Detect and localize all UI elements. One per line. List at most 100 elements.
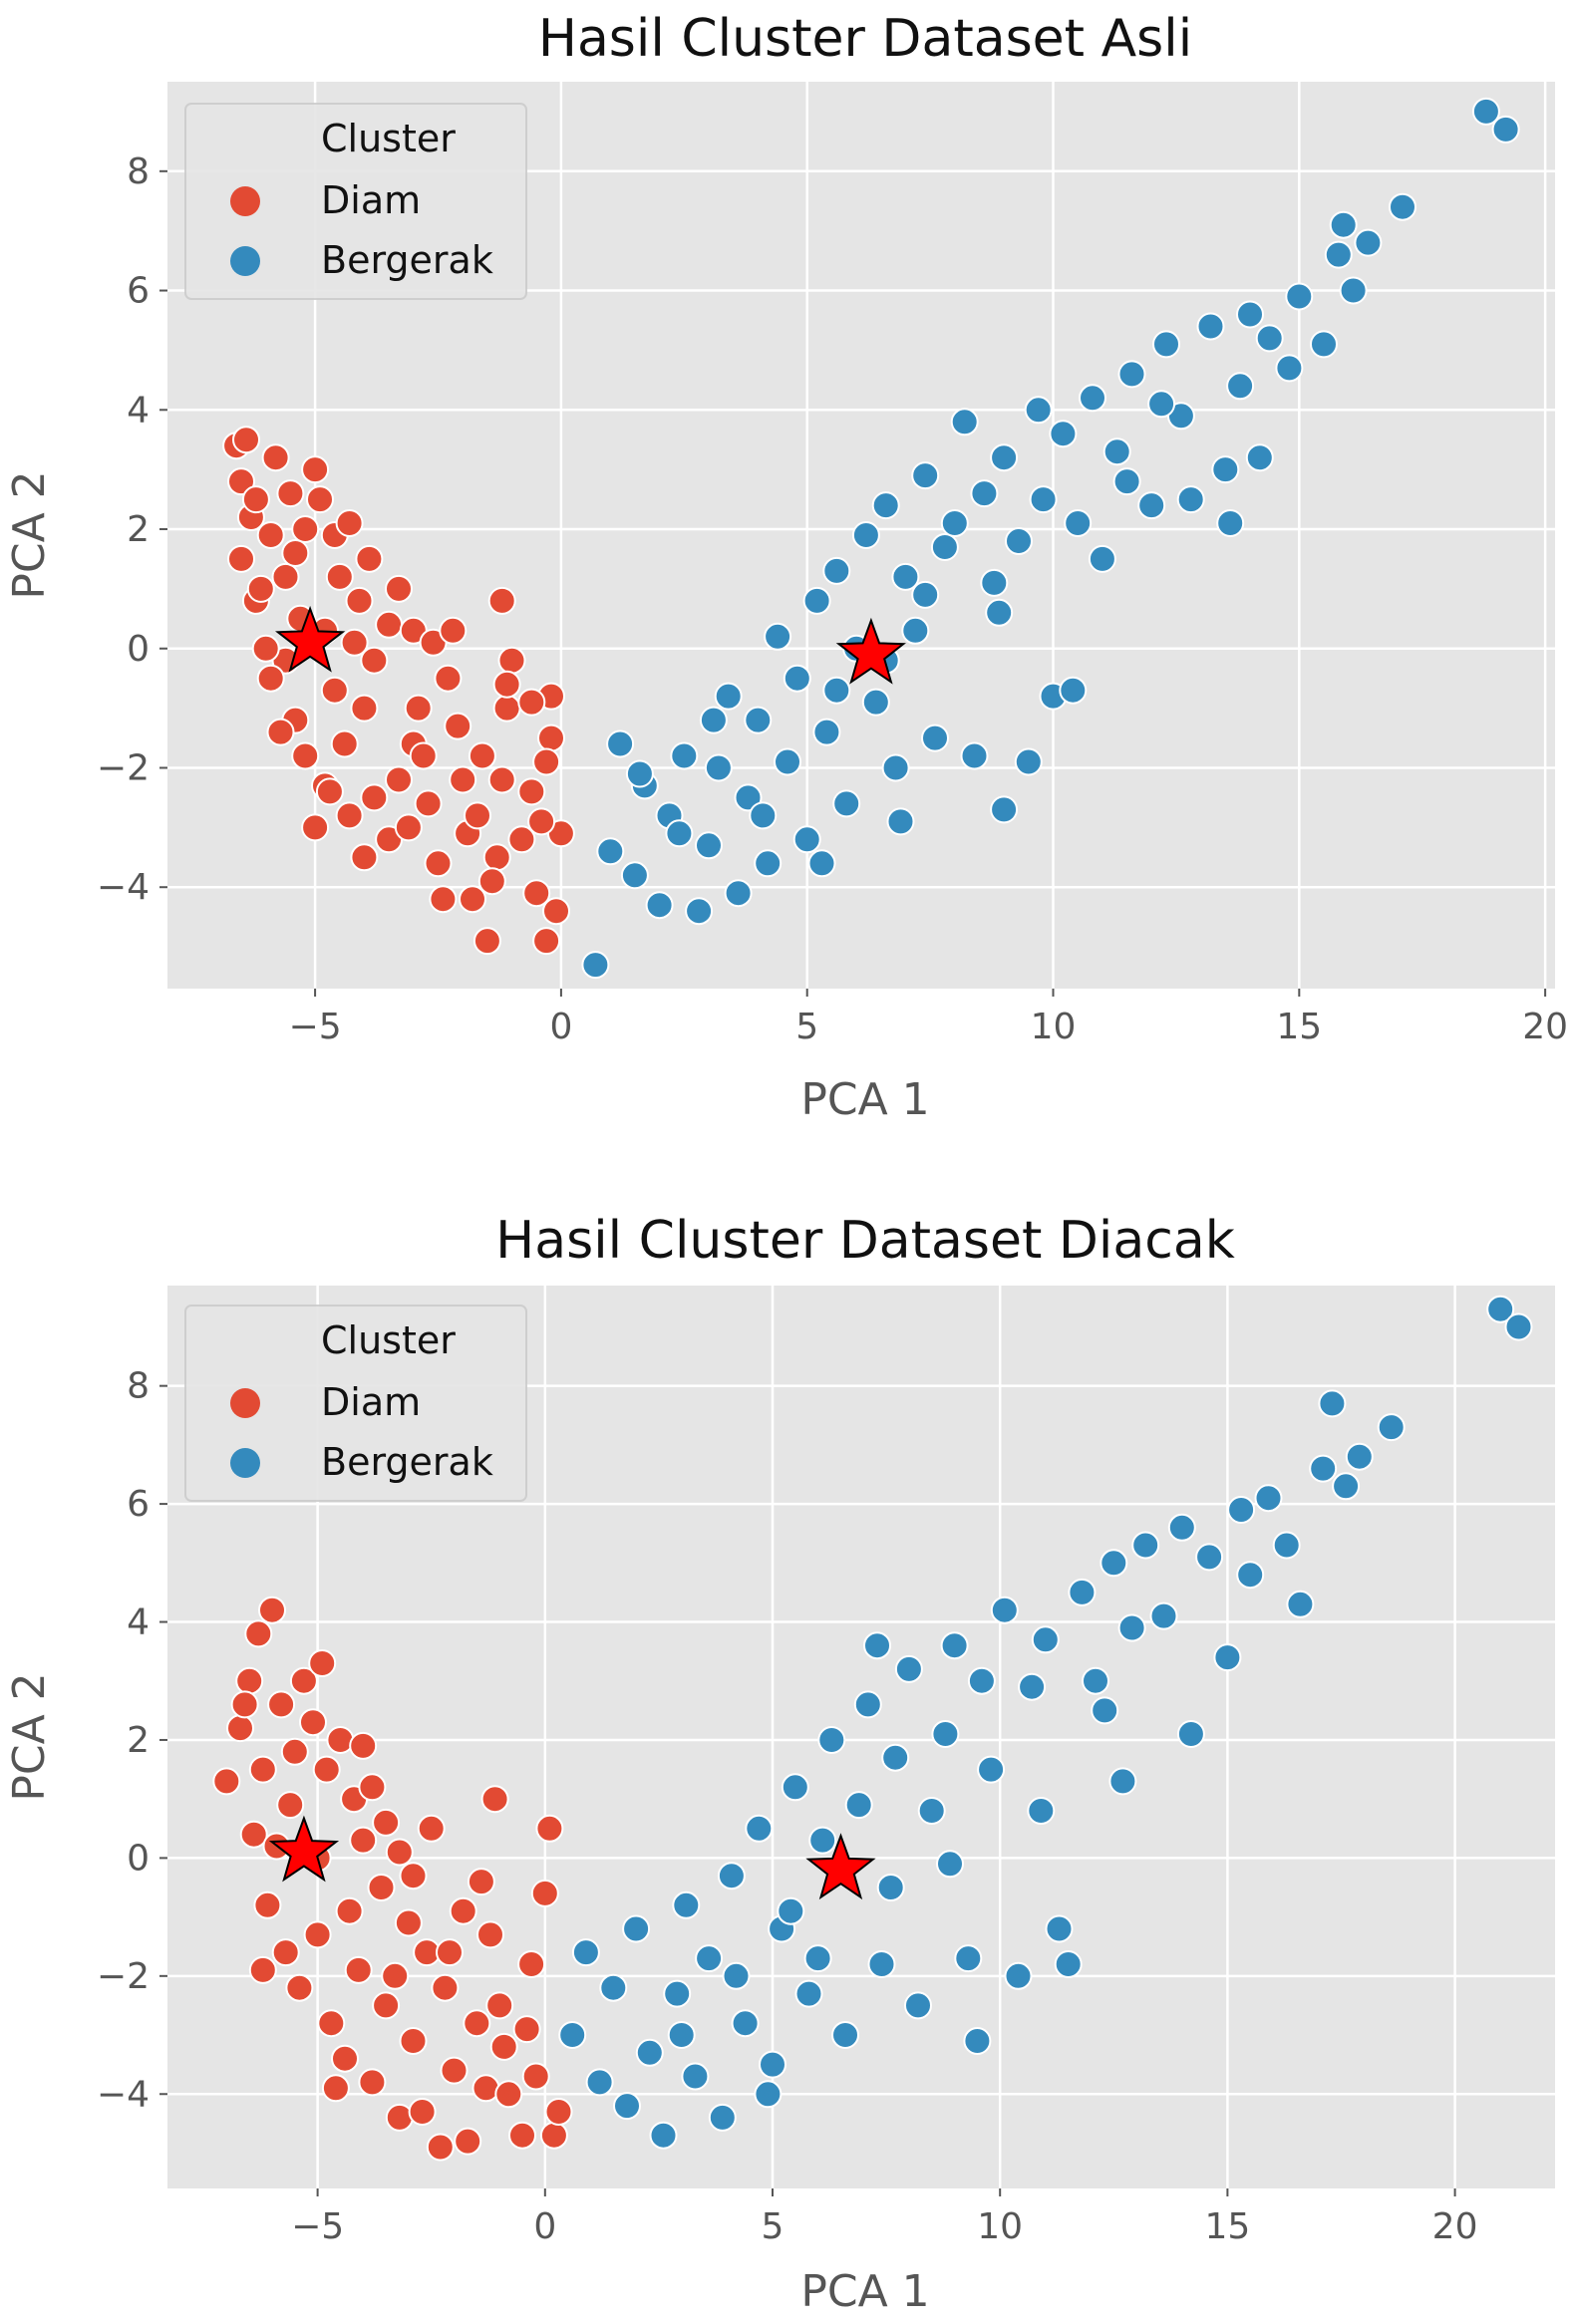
point-bergerak <box>704 753 733 782</box>
x-tick-label: 0 <box>533 2206 556 2247</box>
x-tick-label: 15 <box>1204 2206 1250 2247</box>
point-diam <box>463 2009 491 2038</box>
point-bergerak <box>917 1797 946 1825</box>
y-tick-label: 0 <box>127 1838 150 1879</box>
point-diam <box>436 1938 464 1967</box>
y-tick-label: 8 <box>127 151 150 192</box>
point-bergerak <box>1004 1961 1033 1990</box>
legend: Cluster Diam Bergerak <box>184 103 527 300</box>
point-diam <box>230 1690 259 1719</box>
point-diam <box>212 1767 241 1796</box>
point-bergerak <box>940 1631 969 1660</box>
point-diam <box>372 1808 401 1837</box>
point-diam <box>431 1973 460 2002</box>
x-tick-label: 5 <box>795 1007 818 1047</box>
legend: Cluster Diam Bergerak <box>184 1305 527 1502</box>
point-diam <box>256 521 285 549</box>
point-bergerak <box>1226 372 1255 401</box>
point-bergerak <box>1345 1442 1374 1471</box>
point-bergerak <box>1167 1513 1196 1542</box>
point-bergerak <box>940 509 969 537</box>
point-bergerak <box>970 479 999 508</box>
point-diam <box>399 1862 428 1890</box>
point-bergerak <box>1064 509 1093 537</box>
point-bergerak <box>1112 467 1141 496</box>
centroid-star <box>835 617 906 685</box>
point-diam <box>335 1896 364 1925</box>
point-bergerak <box>599 1973 628 2002</box>
legend-marker-diam <box>230 186 260 216</box>
x-tick-label: 20 <box>1522 1007 1568 1047</box>
point-bergerak <box>672 1890 701 1919</box>
point-diam <box>301 813 330 842</box>
point-bergerak <box>620 861 649 890</box>
point-bergerak <box>1005 527 1033 555</box>
x-tick-label: −5 <box>289 1007 342 1047</box>
point-bergerak <box>695 831 723 860</box>
point-bergerak <box>1196 312 1225 341</box>
legend-box <box>184 103 527 300</box>
point-bergerak <box>663 1979 692 2008</box>
point-bergerak <box>891 562 920 591</box>
point-bergerak <box>734 783 763 812</box>
centroid-star <box>805 1833 876 1900</box>
x-axis-label: PCA 1 <box>800 2266 929 2317</box>
point-bergerak <box>1149 1601 1178 1630</box>
point-bergerak <box>1100 1549 1128 1578</box>
point-bergerak <box>774 747 801 776</box>
y-tick-label: −4 <box>97 2074 150 2115</box>
point-diam <box>320 676 349 705</box>
point-diam <box>266 718 295 746</box>
point-diam <box>385 765 413 794</box>
point-diam <box>394 1908 423 1937</box>
point-diam <box>253 1890 282 1919</box>
y-tick-label: 8 <box>127 1366 150 1407</box>
point-diam <box>517 688 546 717</box>
chart-title: Hasil Cluster Dataset Diacak <box>495 1211 1235 1271</box>
point-bergerak <box>581 951 610 980</box>
point-diam <box>537 724 565 752</box>
point-bergerak <box>886 807 915 836</box>
point-diam <box>261 443 290 472</box>
point-bergerak <box>794 1979 823 2008</box>
point-diam <box>522 879 551 908</box>
point-diam <box>485 1991 514 2020</box>
point-bergerak <box>1079 384 1106 413</box>
point-bergerak <box>802 586 831 615</box>
point-bergerak <box>1285 282 1314 311</box>
y-tick-label: 4 <box>127 390 150 431</box>
y-axis-label: PCA 2 <box>4 1672 55 1801</box>
point-diam <box>349 1731 378 1760</box>
point-bergerak <box>812 718 841 746</box>
point-diam <box>487 765 516 794</box>
point-diam <box>512 2015 541 2044</box>
point-bergerak <box>1486 1295 1515 1323</box>
y-tick-labels: −4 −2 0 2 4 6 8 <box>97 1366 167 2115</box>
point-diam <box>385 574 413 603</box>
point-bergerak <box>1324 240 1353 269</box>
point-diam <box>360 646 389 675</box>
point-diam <box>517 777 546 806</box>
point-diam <box>471 2074 500 2103</box>
point-diam <box>321 2074 350 2103</box>
point-diam <box>439 616 468 645</box>
point-diam <box>542 897 570 926</box>
point-bergerak <box>1031 1625 1060 1654</box>
point-diam <box>312 1755 341 1784</box>
point-bergerak <box>1068 1578 1097 1606</box>
point-diam <box>281 539 310 567</box>
point-diam <box>521 2062 550 2091</box>
point-diam <box>239 1820 268 1849</box>
point-diam <box>289 1666 318 1695</box>
point-bergerak <box>851 521 880 549</box>
point-diam <box>472 927 501 956</box>
point-bergerak <box>985 598 1014 627</box>
y-tick-label: −2 <box>97 1956 150 1997</box>
point-bergerak <box>990 1596 1019 1624</box>
x-tick-labels: −5 0 5 10 15 20 <box>289 989 1568 1047</box>
point-diam <box>244 1619 273 1648</box>
point-diam <box>276 479 305 508</box>
point-diam <box>350 694 379 723</box>
legend-entry-bergerak: Bergerak <box>321 238 493 282</box>
